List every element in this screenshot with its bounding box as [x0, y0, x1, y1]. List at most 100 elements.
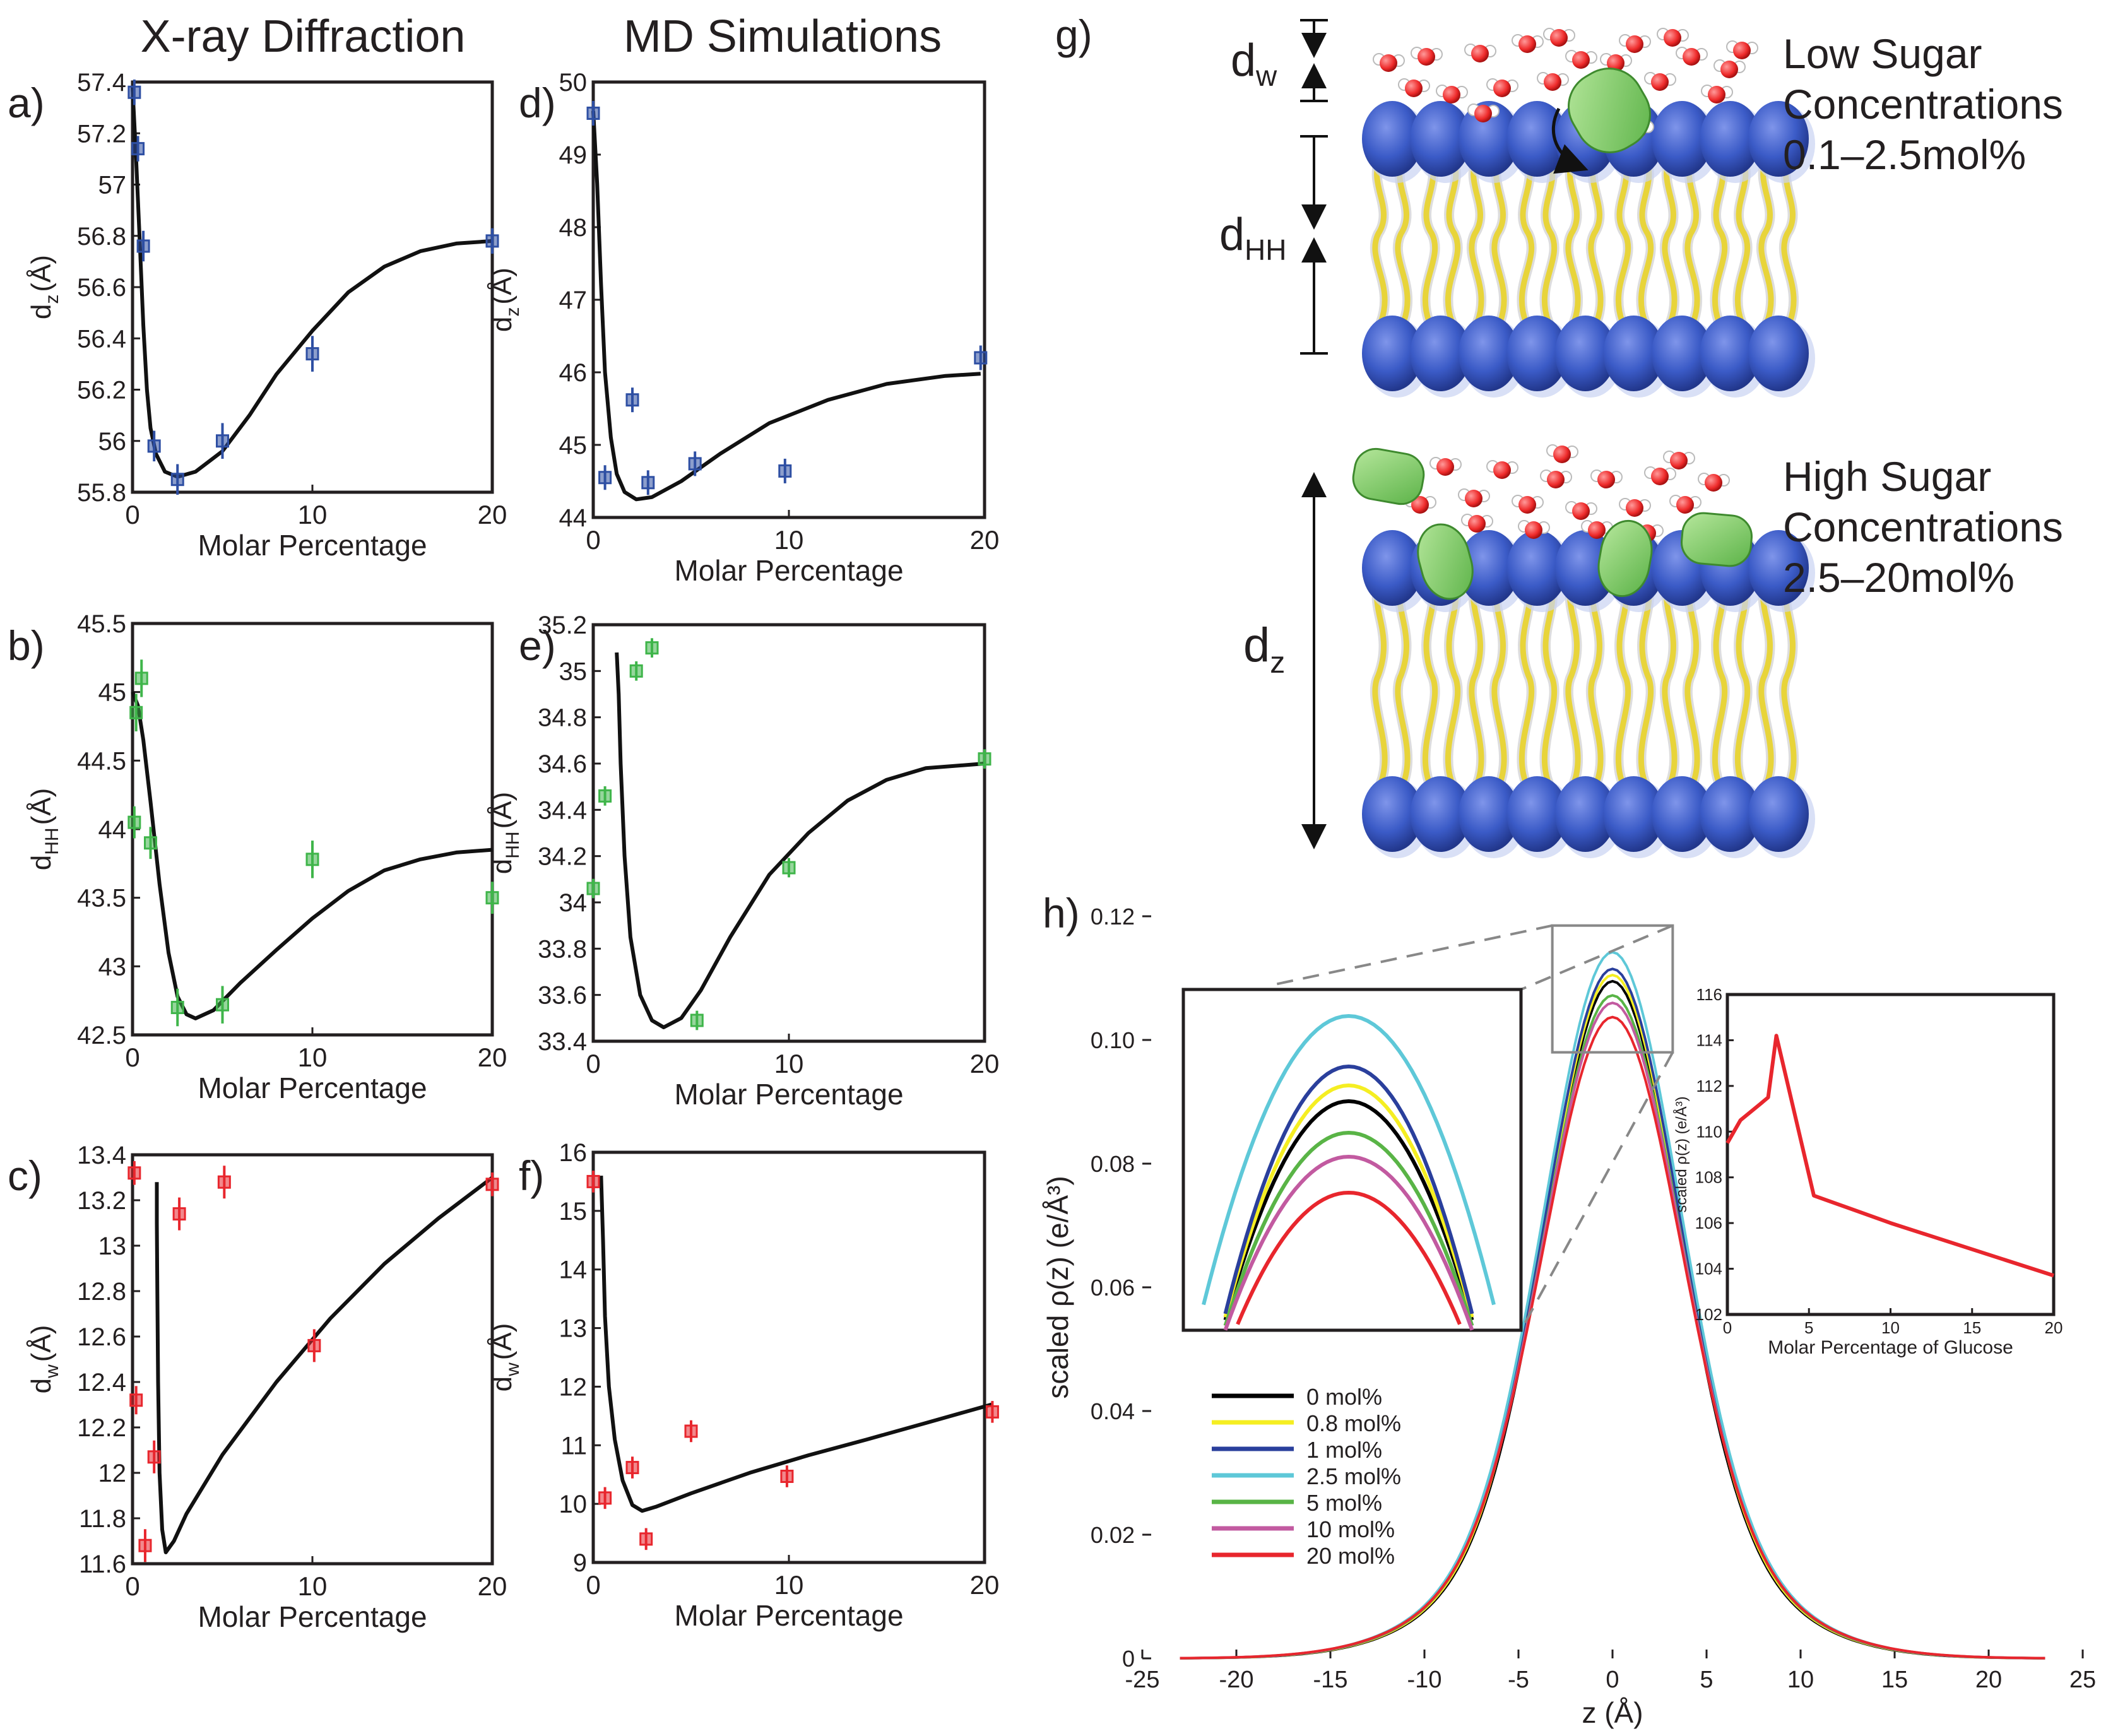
lipid-head — [1506, 530, 1568, 606]
x-tick-label: 20 — [478, 500, 507, 529]
x-tick-label: -15 — [1313, 1667, 1348, 1693]
header-md: MD Simulations — [624, 11, 942, 62]
y-axis-label-main: d — [26, 1378, 57, 1393]
water-oxygen — [1588, 521, 1606, 539]
data-point — [485, 891, 499, 905]
water-oxygen — [1670, 452, 1688, 469]
y-axis-label-unit: (Å) — [487, 1323, 518, 1361]
y-axis-label: dHH(Å) — [26, 788, 62, 870]
y-tick-label: 13 — [98, 1232, 127, 1260]
y-axis-label-sub: HH — [502, 831, 523, 858]
legend-label: 1 mol% — [1306, 1437, 1382, 1463]
lipid-tail — [1758, 155, 1774, 325]
y-axis-label-unit: (Å) — [487, 792, 518, 829]
lipid-head — [1362, 776, 1423, 852]
data-point — [170, 1001, 184, 1015]
data-point — [625, 393, 639, 407]
y-tick-label: 44 — [98, 816, 127, 844]
inset-x-tick-label: 15 — [1963, 1318, 1981, 1337]
inset-y-tick-label: 106 — [1695, 1213, 1722, 1232]
zoom-density-curve — [1202, 1013, 1496, 1306]
water-oxygen — [1572, 502, 1590, 520]
x-axis-label: Molar Percentage — [674, 1078, 903, 1111]
data-point — [625, 1461, 639, 1475]
y-axis-label: dw(Å) — [487, 1323, 523, 1392]
water-oxygen — [1626, 499, 1643, 517]
water-oxygen — [1443, 86, 1460, 103]
y-axis-label-main: d — [487, 317, 518, 332]
legend-label: 0 mol% — [1306, 1384, 1382, 1410]
y-tick-label: 45 — [98, 679, 127, 707]
y-axis-label-unit: (Å) — [26, 1325, 57, 1362]
lipid-head — [1506, 316, 1568, 391]
lipid-head — [1748, 101, 1809, 177]
panel-label: f) — [519, 1152, 544, 1199]
y-tick-label: 0.06 — [1091, 1275, 1135, 1301]
chart-panel-f: 0 10 20 9 10 11 12 13 14 15 16 Molar Percentage dw(Å… — [487, 1139, 999, 1632]
data-point — [170, 473, 184, 487]
lipid-head — [1748, 776, 1809, 852]
sugar-molecule — [1568, 68, 1651, 153]
lipid-head — [1700, 776, 1761, 852]
x-tick-label: 20 — [1975, 1667, 2002, 1693]
y-tick-label: 57.4 — [77, 69, 126, 97]
data-point — [216, 434, 229, 448]
water-oxygen — [1518, 496, 1536, 514]
y-tick-label: 34.2 — [538, 843, 587, 871]
water-oxygen — [1607, 54, 1625, 72]
water-oxygen — [1547, 471, 1565, 488]
high-sugar-membrane — [1352, 444, 1815, 858]
water-oxygen — [1720, 61, 1738, 78]
lipid-head — [1362, 316, 1423, 391]
fit-curve — [591, 110, 981, 502]
lipid-head — [1748, 316, 1809, 391]
y-axis-label-sub: w — [42, 1364, 62, 1379]
lipid-head — [1652, 316, 1712, 391]
y-tick-label: 34.8 — [538, 704, 587, 732]
inset-y-tick-label: 104 — [1695, 1260, 1722, 1278]
water-oxygen — [1597, 471, 1615, 488]
inset-x-axis-label: Molar Percentage of Glucose — [1768, 1337, 2013, 1358]
plot-frame — [591, 623, 986, 1043]
low-title-line1: Low Sugar — [1783, 30, 1982, 77]
lipid-tail — [1565, 155, 1581, 325]
data-point — [485, 1178, 499, 1191]
fit-curve — [155, 1176, 494, 1554]
water-oxygen — [1733, 42, 1751, 59]
dw-label: dw — [1231, 35, 1277, 92]
y-tick-label: 34 — [559, 889, 588, 917]
data-point — [147, 439, 161, 453]
y-tick-label: 56 — [98, 428, 127, 456]
zoom-density-curve — [1223, 1064, 1474, 1314]
x-axis-label: z (Å) — [1582, 1696, 1643, 1729]
lipid-head — [1506, 101, 1568, 177]
water-oxygen — [1474, 105, 1492, 122]
y-axis-label-main: d — [487, 1376, 518, 1391]
lipid-tail — [1662, 577, 1678, 786]
lipid-head — [1506, 776, 1568, 852]
x-axis-label: Molar Percentage — [198, 1600, 427, 1633]
water-oxygen — [1468, 515, 1486, 533]
data-point — [129, 706, 143, 719]
header-xray: X-ray Diffraction — [141, 11, 466, 62]
y-axis-label-unit: (Å) — [26, 255, 57, 292]
data-point — [485, 234, 499, 248]
chart-panel-a: 0 10 20 55.8 56 56.2 56.4 56.6 56.8 57 57.2 57.4 Mol… — [8, 69, 507, 562]
y-axis-label-sub: w — [502, 1362, 523, 1377]
x-tick-label: 10 — [774, 1049, 804, 1078]
lipid-tail — [1758, 577, 1774, 786]
water-oxygen — [1493, 461, 1511, 479]
panel-label: h) — [1043, 890, 1080, 936]
y-tick-label: 11.8 — [79, 1505, 126, 1533]
lipid-tail — [1615, 155, 1631, 325]
x-tick-label: 10 — [1787, 1667, 1814, 1693]
water-oxygen — [1518, 35, 1536, 53]
y-tick-label: 12.2 — [77, 1414, 126, 1442]
zoom-connector — [1274, 924, 1553, 986]
data-point — [974, 351, 988, 365]
y-tick-label: 56.6 — [77, 274, 126, 302]
y-tick-label: 11.6 — [79, 1550, 126, 1578]
legend-label: 10 mol% — [1306, 1516, 1395, 1542]
y-tick-label: 0.04 — [1091, 1398, 1135, 1424]
y-tick-label: 12 — [98, 1460, 127, 1487]
